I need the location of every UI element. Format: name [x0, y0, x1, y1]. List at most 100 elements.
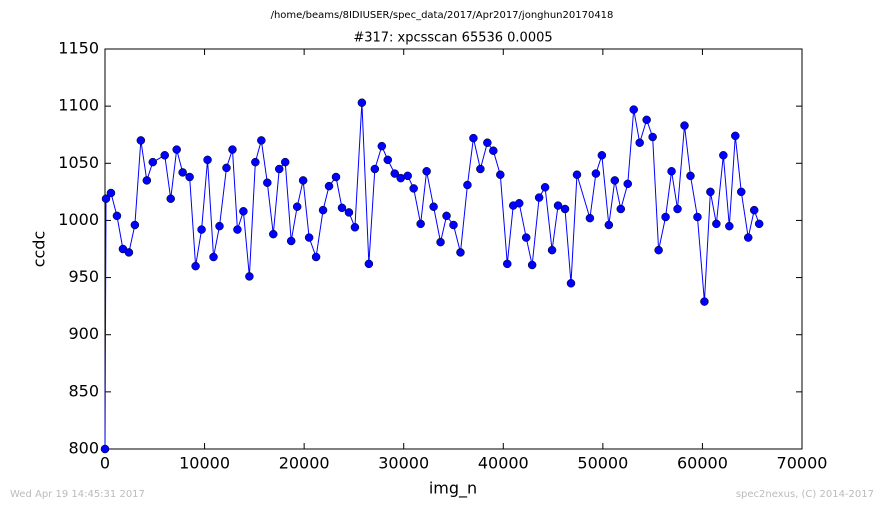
data-point [503, 259, 512, 269]
data-point [623, 179, 632, 189]
y-tick-label: 950 [68, 267, 99, 286]
data-point [429, 202, 438, 211]
data-point [540, 183, 550, 192]
data-point [642, 115, 651, 125]
y-tick-label: 900 [68, 324, 99, 343]
data-point [654, 245, 663, 255]
data-point [257, 136, 266, 145]
y-tick-label: 1050 [58, 153, 99, 172]
x-tick-label: 30000 [378, 454, 429, 473]
data-point [409, 184, 418, 193]
y-tick-label: 800 [68, 439, 99, 458]
data-point [629, 105, 638, 114]
data-point [350, 223, 360, 232]
data-point [489, 146, 498, 155]
data-point [364, 259, 374, 269]
data-point [553, 201, 563, 210]
data-line [104, 102, 760, 450]
data-point [197, 225, 206, 234]
data-point [635, 138, 644, 147]
data-point [124, 248, 134, 257]
data-point [534, 193, 544, 202]
x-tick-label: 60000 [677, 454, 728, 473]
data-point [185, 172, 194, 182]
data-point [286, 236, 296, 246]
data-point [106, 188, 116, 198]
plot-frame [104, 48, 803, 450]
data-point [416, 219, 425, 229]
data-point [449, 220, 458, 230]
data-point [572, 170, 582, 179]
data-point [706, 187, 715, 197]
data-point [754, 219, 764, 229]
data-point [215, 221, 224, 231]
data-point [142, 176, 152, 185]
data-point [476, 164, 485, 174]
data-point [469, 133, 478, 143]
data-point [383, 155, 393, 165]
data-point [331, 172, 341, 182]
data-point [292, 202, 302, 211]
data-point [280, 157, 290, 167]
data-point [566, 279, 576, 288]
data-point [521, 233, 531, 242]
data-point [616, 204, 626, 214]
data-point [172, 145, 181, 154]
data-point [712, 219, 721, 229]
data-point [222, 163, 231, 173]
data-point [304, 233, 314, 242]
y-axis-label: ccdc [30, 231, 49, 268]
data-point [166, 194, 175, 203]
data-point [403, 171, 412, 181]
data-point [597, 151, 607, 160]
chart-title: #317: xpcsscan 65536 0.0005 [353, 31, 552, 46]
data-point [527, 260, 537, 270]
data-point [749, 205, 759, 215]
data-point [442, 211, 451, 221]
data-point [203, 155, 212, 165]
data-point [136, 136, 146, 145]
data-point [700, 297, 709, 306]
data-point [422, 167, 431, 176]
data-point [337, 203, 347, 213]
data-point [731, 131, 740, 141]
data-point [377, 141, 387, 151]
data-point [298, 176, 308, 185]
data-point [228, 145, 237, 154]
data-point [209, 252, 218, 262]
y-tick-label: 1100 [58, 96, 99, 115]
data-point [311, 252, 321, 262]
data-point [357, 98, 367, 107]
data-point [591, 169, 601, 178]
data-point [344, 208, 354, 217]
data-point [233, 225, 242, 234]
x-tick-label: 20000 [279, 454, 330, 473]
x-tick-label: 40000 [478, 454, 529, 473]
data-point [112, 211, 122, 221]
x-tick-label: 0 [100, 454, 110, 473]
data-point [269, 229, 278, 239]
data-point [191, 261, 200, 271]
data-point [436, 237, 445, 247]
data-point [737, 187, 746, 197]
data-point [130, 220, 140, 230]
suptitle: /home/beams/8IDIUSER/spec_data/2017/Apr2… [271, 10, 614, 21]
data-point [610, 176, 620, 185]
data-point [100, 444, 110, 454]
data-point [725, 221, 734, 231]
x-axis-label: img_n [429, 479, 477, 499]
data-point [239, 207, 248, 216]
data-point [560, 204, 570, 214]
data-point [673, 204, 682, 214]
data-point [680, 121, 689, 130]
data-point [719, 151, 728, 160]
data-point [251, 157, 260, 167]
data-point [547, 245, 557, 255]
data-point [743, 233, 753, 242]
data-point [463, 180, 472, 190]
data-point [245, 272, 254, 281]
data-point [390, 169, 400, 178]
data-point [456, 248, 465, 257]
data-point [693, 212, 702, 222]
